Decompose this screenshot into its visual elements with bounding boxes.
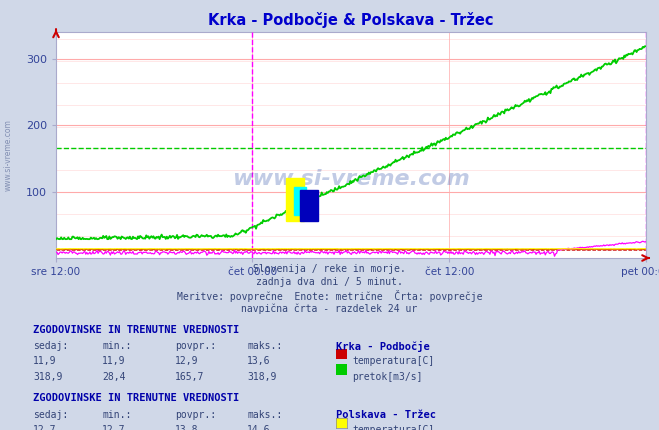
Title: Krka - Podbočje & Polskava - Tržec: Krka - Podbočje & Polskava - Tržec (208, 12, 494, 28)
Text: zadnja dva dni / 5 minut.: zadnja dva dni / 5 minut. (256, 277, 403, 287)
Text: 13,8: 13,8 (175, 425, 198, 430)
Text: 28,4: 28,4 (102, 372, 126, 382)
Text: 13,6: 13,6 (247, 356, 271, 366)
Text: sedaj:: sedaj: (33, 341, 68, 351)
Text: 14,6: 14,6 (247, 425, 271, 430)
Text: min.:: min.: (102, 341, 132, 351)
Text: 12,9: 12,9 (175, 356, 198, 366)
Text: 318,9: 318,9 (33, 372, 63, 382)
Text: pretok[m3/s]: pretok[m3/s] (353, 372, 423, 382)
Bar (300, 190, 318, 221)
Bar (286, 178, 304, 221)
Text: Krka - Podbočje: Krka - Podbočje (336, 341, 430, 352)
Text: 11,9: 11,9 (102, 356, 126, 366)
Text: Meritve: povprečne  Enote: metrične  Črta: povprečje: Meritve: povprečne Enote: metrične Črta:… (177, 290, 482, 302)
Text: min.:: min.: (102, 410, 132, 420)
Text: povpr.:: povpr.: (175, 410, 215, 420)
Text: www.si-vreme.com: www.si-vreme.com (3, 119, 13, 191)
Text: temperatura[C]: temperatura[C] (353, 425, 435, 430)
Text: navpična črta - razdelek 24 ur: navpična črta - razdelek 24 ur (241, 303, 418, 313)
Text: sedaj:: sedaj: (33, 410, 68, 420)
Text: povpr.:: povpr.: (175, 341, 215, 351)
Text: maks.:: maks.: (247, 341, 282, 351)
Text: temperatura[C]: temperatura[C] (353, 356, 435, 366)
Text: Slovenija / reke in morje.: Slovenija / reke in morje. (253, 264, 406, 274)
Text: 12,7: 12,7 (102, 425, 126, 430)
Text: 11,9: 11,9 (33, 356, 57, 366)
Text: 12,7: 12,7 (33, 425, 57, 430)
Bar (294, 187, 306, 215)
Text: 165,7: 165,7 (175, 372, 204, 382)
Text: ZGODOVINSKE IN TRENUTNE VREDNOSTI: ZGODOVINSKE IN TRENUTNE VREDNOSTI (33, 393, 239, 403)
Text: 318,9: 318,9 (247, 372, 277, 382)
Text: www.si-vreme.com: www.si-vreme.com (232, 169, 470, 189)
Text: maks.:: maks.: (247, 410, 282, 420)
Text: ZGODOVINSKE IN TRENUTNE VREDNOSTI: ZGODOVINSKE IN TRENUTNE VREDNOSTI (33, 325, 239, 335)
Text: Polskava - Tržec: Polskava - Tržec (336, 410, 436, 420)
